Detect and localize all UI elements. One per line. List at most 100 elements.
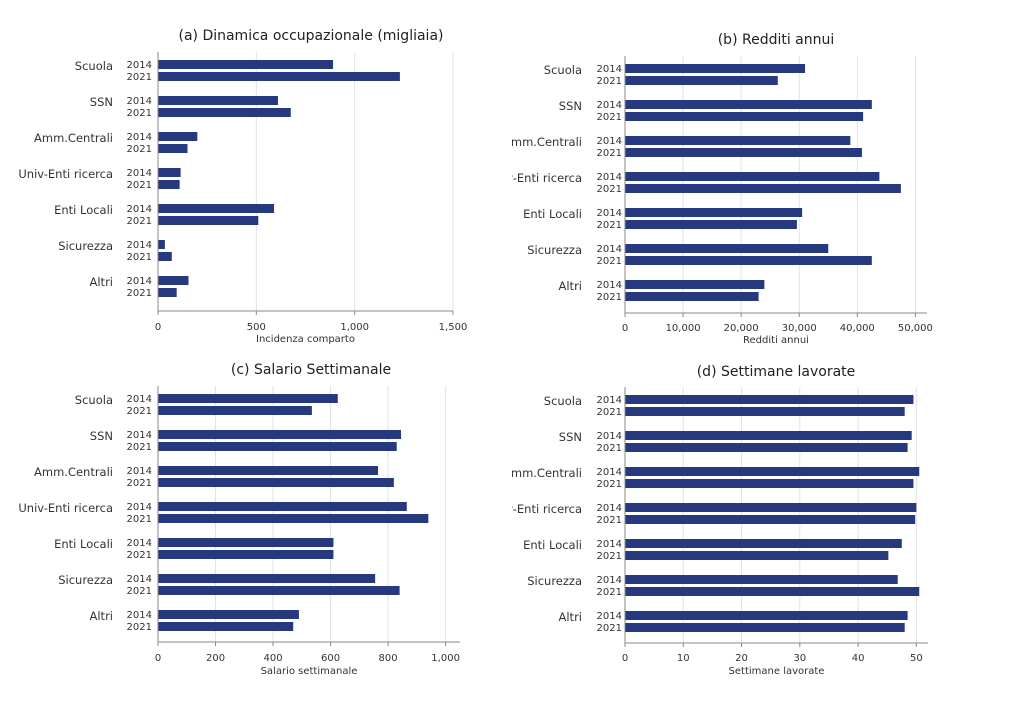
x-tick-label: 500 <box>247 322 266 333</box>
year-label: 2014 <box>127 60 152 71</box>
x-tick-label: 50 <box>910 653 923 664</box>
year-label: 2014 <box>597 172 622 183</box>
chart-title: (c) Salario Settimanale <box>231 362 391 378</box>
bar-2014 <box>158 502 407 511</box>
category-label: Altri <box>559 279 583 293</box>
category-label: Scuola <box>544 394 582 408</box>
bar-2014 <box>625 431 912 440</box>
x-tick-label: 40 <box>852 653 865 664</box>
x-tick-label: 10,000 <box>666 323 701 334</box>
year-label: 2014 <box>127 204 152 215</box>
bar-2021 <box>158 478 394 487</box>
bar-2021 <box>158 180 180 189</box>
bar-2014 <box>158 610 299 619</box>
year-label: 2021 <box>127 442 152 453</box>
year-label: 2021 <box>127 478 152 489</box>
year-label: 2021 <box>127 180 152 191</box>
category-label: Enti Locali <box>54 537 113 551</box>
bar-2021 <box>158 72 400 81</box>
bar-2014 <box>625 136 851 145</box>
x-tick-label: 30 <box>793 653 806 664</box>
year-label: 2014 <box>597 136 622 147</box>
bar-2014 <box>158 538 334 547</box>
year-label: 2014 <box>127 610 152 621</box>
bar-2021 <box>625 587 920 596</box>
bar-2021 <box>625 623 905 632</box>
year-label: 2014 <box>127 466 152 477</box>
year-label: 2014 <box>597 64 622 75</box>
category-label: Scuola <box>544 63 582 77</box>
bar-2021 <box>625 292 759 301</box>
bar-2021 <box>625 148 862 157</box>
year-label: 2021 <box>127 622 152 633</box>
year-label: 2021 <box>597 551 622 562</box>
bar-2014 <box>625 539 902 548</box>
category-label: SSN <box>90 429 113 443</box>
year-label: 2021 <box>127 216 152 227</box>
x-tick-label: 0 <box>622 653 628 664</box>
bar-2014 <box>158 466 379 475</box>
x-tick-label: 0 <box>155 653 161 664</box>
bar-2014 <box>158 430 402 439</box>
bar-2021 <box>158 586 400 595</box>
bar-2021 <box>158 288 177 297</box>
year-label: 2014 <box>127 240 152 251</box>
year-label: 2021 <box>127 72 152 83</box>
x-tick-label: 600 <box>321 653 340 664</box>
year-label: 2014 <box>597 503 622 514</box>
bar-2014 <box>158 394 338 403</box>
year-label: 2021 <box>127 586 152 597</box>
year-label: 2021 <box>127 144 152 155</box>
bar-2021 <box>158 252 172 261</box>
x-tick-label: 50,000 <box>898 323 933 334</box>
category-label: Sicurezza <box>527 243 582 257</box>
bar-2021 <box>158 550 334 559</box>
chart-title: (d) Settimane lavorate <box>697 364 856 380</box>
category-label: Enti Locali <box>523 538 582 552</box>
category-label: Amm.Centrali <box>512 466 582 480</box>
x-tick-label: 40,000 <box>840 323 875 334</box>
year-label: 2021 <box>597 515 622 526</box>
bar-2021 <box>625 551 889 560</box>
bar-2021 <box>625 443 908 452</box>
category-label: Altri <box>559 610 583 624</box>
x-tick-label: 20,000 <box>724 323 759 334</box>
bar-2021 <box>158 406 312 415</box>
category-label: Scuola <box>75 393 113 407</box>
bar-2014 <box>625 467 920 476</box>
year-label: 2021 <box>597 443 622 454</box>
bar-2014 <box>625 575 898 584</box>
year-label: 2021 <box>127 252 152 263</box>
chart-panel-dinamica-occupazionale: (a) Dinamica occupazionale (migliaia) Scu… <box>0 0 512 352</box>
category-label: Sicurezza <box>58 573 113 587</box>
year-label: 2021 <box>597 292 622 303</box>
year-label: 2014 <box>127 132 152 143</box>
chart-panel-settimane-lavorate: (d) Settimane lavorate Scuola 2014 2021 SSN 2… <box>487 352 1024 705</box>
year-label: 2014 <box>127 96 152 107</box>
year-label: 2014 <box>597 431 622 442</box>
year-label: 2014 <box>127 502 152 513</box>
x-tick-label: 30,000 <box>782 323 817 334</box>
category-label: SSN <box>559 99 582 113</box>
bar-2014 <box>625 172 880 181</box>
bar-2021 <box>158 144 188 153</box>
year-label: 2014 <box>597 575 622 586</box>
year-label: 2021 <box>597 256 622 267</box>
bar-2021 <box>625 515 916 524</box>
bar-2014 <box>625 208 803 217</box>
x-tick-label: 200 <box>206 653 225 664</box>
year-label: 2014 <box>127 168 152 179</box>
year-label: 2014 <box>597 208 622 219</box>
year-label: 2021 <box>127 550 152 561</box>
year-label: 2014 <box>597 539 622 550</box>
bar-2021 <box>158 514 429 523</box>
bar-2014 <box>158 132 198 141</box>
x-axis-label: Settimane lavorate <box>729 666 825 677</box>
category-label: Scuola <box>75 59 113 73</box>
bar-2014 <box>158 204 275 213</box>
bar-2014 <box>158 60 334 69</box>
bar-2021 <box>625 479 914 488</box>
